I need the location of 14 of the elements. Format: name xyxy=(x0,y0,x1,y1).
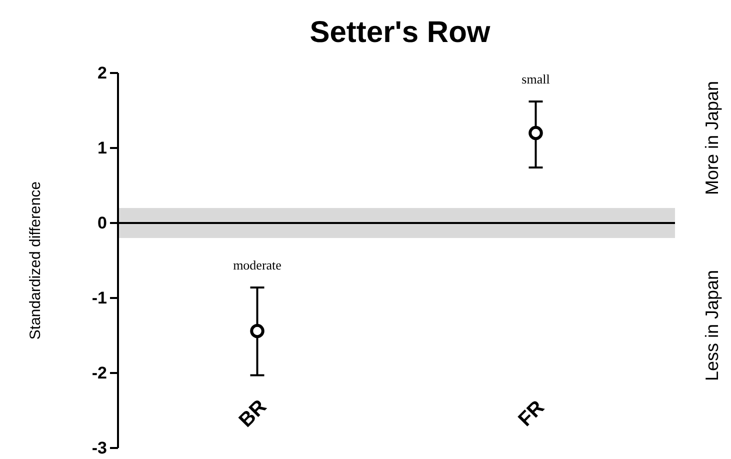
annotation: moderate xyxy=(233,258,282,272)
y-tick-label: 1 xyxy=(98,138,107,158)
x-tick-label: BR xyxy=(235,395,272,432)
y-tick-label: -2 xyxy=(92,363,107,382)
y-axis-title: Standardized difference xyxy=(27,181,44,340)
text: More in Japan xyxy=(702,80,722,196)
y-tick-label: 2 xyxy=(98,63,107,82)
y-tick-label: 0 xyxy=(98,213,107,232)
text: Less in Japan xyxy=(702,270,722,382)
x-tick-label: FR xyxy=(514,396,550,431)
y-tick-label: -1 xyxy=(92,288,107,308)
chart-title: Setter's Row xyxy=(310,16,491,49)
annotation: small xyxy=(522,72,550,86)
y-tick-label: -3 xyxy=(92,438,107,458)
